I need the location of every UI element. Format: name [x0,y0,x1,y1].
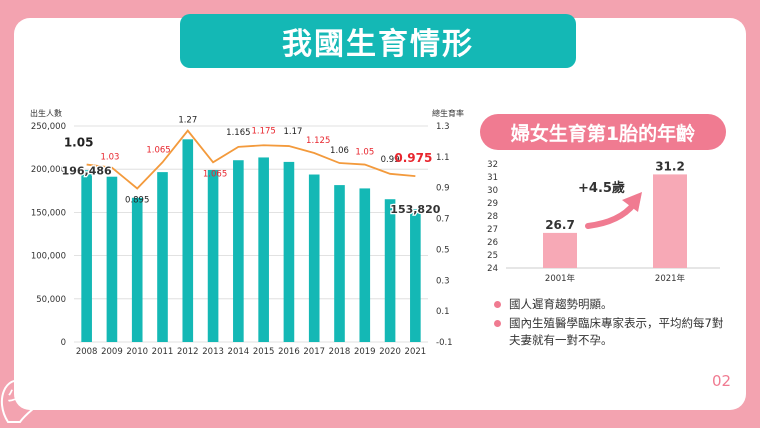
left-tick-label: 200,000 [31,165,66,175]
increase-annotation: +4.5歲 [578,180,625,196]
line-data-label: 1.065 [146,145,170,155]
age-bar [543,232,577,268]
y-tick-label: 32 [487,160,498,170]
bar [106,176,118,342]
left-tick-label: 0 [61,338,66,348]
y-tick-label: 24 [487,264,498,274]
line-data-label: 0.975 [394,151,432,165]
x-tick-label: 2012 [177,347,199,357]
y-tick-label: 26 [487,238,498,248]
bar [233,160,244,342]
line-data-label: 1.17 [283,127,302,137]
line-data-label: 1.27 [178,116,197,126]
left-tick-label: 100,000 [31,252,66,262]
line-data-label: 1.05 [355,148,374,158]
fertility-rate-line [86,129,416,190]
bar [283,161,295,342]
x-tick-label: 2013 [202,347,224,357]
y-tick-label: 25 [487,251,498,261]
x-tick-label: 2021年 [655,273,686,284]
line-data-label: 1.125 [306,136,330,146]
footer-brand: 少子女化對策 助孕補助週年成果 [8,384,188,405]
bullet-dot-icon [494,320,501,327]
subchart-title-pill: 婦女生育第1胎的年齡 [480,114,726,150]
bullet-item: 國內生殖醫學臨床專家表示，平均約每7對夫妻就有一對不孕。 [494,315,734,349]
right-tick-label: 0.3 [436,276,450,286]
x-tick-label: 2009 [101,347,123,357]
bar-data-label: 153,820 [390,203,440,216]
bar [131,197,143,342]
increase-arrow-icon [585,201,637,229]
bullet-text: 國人遲育趨勢明顯。 [509,297,613,311]
x-tick-label: 2019 [354,347,376,357]
bar-data-label: 196,486 [62,164,112,177]
left-axis-label: 出生人數 [30,109,62,118]
bar [182,139,194,342]
line-data-label: 0.99 [381,155,400,165]
y-tick-label: 29 [487,199,498,209]
y-tick-label: 27 [487,225,498,235]
age-value-label: 31.2 [655,159,685,173]
bar [410,209,421,342]
x-tick-label: 2016 [278,347,300,357]
x-tick-label: 2014 [228,347,250,357]
bar [384,199,396,342]
x-tick-label: 2020 [379,347,401,357]
bar [308,174,320,342]
line-data-label: 1.03 [100,153,119,163]
x-tick-label: 2018 [329,347,351,357]
bullet-item: 國人遲育趨勢明顯。 [494,296,734,313]
bar [157,172,168,342]
page-number: 02 [712,372,732,390]
line-data-label: 0.895 [125,195,149,205]
line-data-label: 1.05 [64,136,94,150]
left-tick-label: 250,000 [31,122,66,132]
x-tick-label: 2015 [253,347,275,357]
line-data-label: 1.175 [251,126,275,136]
right-tick-label: 0.5 [436,245,450,255]
line-data-label: 1.065 [203,169,227,179]
brand-tagline: 助孕補助週年成果 [112,392,189,403]
left-tick-label: 150,000 [31,208,66,218]
title-banner: 我國生育情形 [180,14,576,68]
y-tick-label: 28 [487,212,498,222]
right-tick-label: 0.7 [436,215,450,225]
bullet-dot-icon [494,301,501,308]
right-tick-label: 1.1 [436,153,450,163]
y-tick-label: 31 [487,173,498,183]
x-tick-label: 2017 [303,347,325,357]
right-tick-label: 0.9 [436,184,450,194]
right-tick-label: -0.1 [436,338,453,348]
bar [81,170,92,342]
brand-name: 少子女化對策 [8,386,105,404]
right-tick-label: 1.3 [436,122,450,132]
line-data-label: 1.165 [226,128,250,138]
bullet-list: 國人遲育趨勢明顯。 國內生殖醫學臨床專家表示，平均約每7對夫妻就有一對不孕。 [494,296,734,351]
birth-chart: 250,000 200,000 150,000 100,000 50,000 0 1.3 1.… [31,116,453,357]
y-tick-label: 30 [487,186,498,196]
right-axis-label: 總生育率 [432,109,464,118]
age-value-label: 26.7 [545,218,575,232]
x-tick-label: 2010 [126,347,148,357]
x-tick-label: 2021 [405,347,427,357]
first-birth-age-chart: 32 31 30 29 28 27 26 25 24 26.7 2001年 31.2 2021年 +4.5… [487,159,720,284]
arrow-head-icon [622,192,642,212]
bar [207,169,219,342]
age-bar [653,174,687,268]
right-tick-label: 0.1 [436,307,450,317]
subchart-title: 婦女生育第1胎的年齡 [510,122,696,145]
x-tick-label: 2001年 [545,273,576,284]
bar [258,157,269,342]
bullet-text: 國內生殖醫學臨床專家表示，平均約每7對夫妻就有一對不孕。 [509,316,724,347]
bar [359,188,371,342]
bar [334,185,345,342]
line-data-label: 1.06 [330,146,349,156]
page-title: 我國生育情形 [282,27,474,62]
x-tick-label: 2011 [152,347,174,357]
left-tick-label: 50,000 [36,295,66,305]
x-tick-label: 2008 [76,347,98,357]
